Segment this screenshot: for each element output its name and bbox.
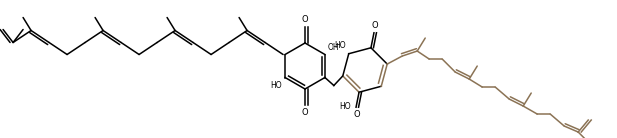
Text: O: O: [302, 108, 308, 117]
Text: O: O: [354, 110, 360, 119]
Text: O: O: [371, 21, 378, 30]
Text: O: O: [302, 15, 308, 24]
Text: HO: HO: [339, 102, 351, 111]
Text: HO: HO: [270, 80, 282, 90]
Text: OH: OH: [328, 43, 339, 51]
Text: HO: HO: [334, 41, 346, 50]
